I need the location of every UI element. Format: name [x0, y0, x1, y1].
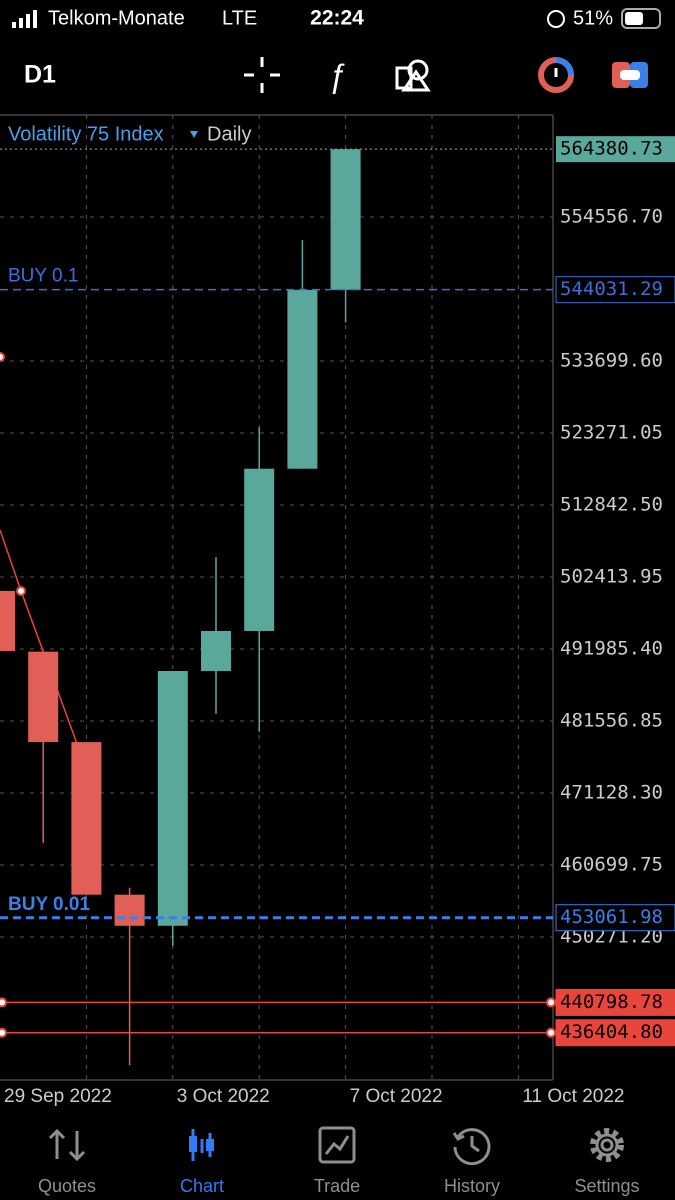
tab-label[interactable]: History — [444, 1176, 500, 1196]
price-line-name: BUY 0.01 — [8, 894, 90, 915]
candle-body — [244, 468, 275, 631]
tab[interactable] — [48, 1128, 86, 1162]
candle-body — [114, 894, 145, 926]
symbol-name[interactable]: Volatility 75 Index — [8, 123, 164, 145]
tab-label[interactable]: Trade — [314, 1176, 360, 1196]
trade-toggle-button[interactable] — [612, 62, 648, 88]
last-price-box — [556, 136, 675, 163]
candle-body — [157, 670, 188, 926]
carrier: Telkom-Monate — [48, 7, 185, 29]
lock-icon — [547, 10, 565, 28]
y-tick-label: 502413.95 — [560, 566, 663, 588]
tab-icon — [318, 1126, 356, 1164]
price-line-label: 453061.98 — [560, 906, 663, 928]
price-line-label: 440798.78 — [560, 991, 663, 1013]
candle-body — [28, 651, 59, 743]
symbol-dropdown[interactable] — [190, 131, 198, 138]
y-tick-label: 523271.05 — [560, 422, 663, 444]
battery-percent: 51% — [573, 7, 613, 29]
signal-icon — [12, 10, 37, 28]
tab-icon — [206, 1139, 214, 1151]
y-tick-label: 481556.85 — [560, 710, 663, 732]
tab-icon — [452, 1128, 491, 1166]
price-line-handle[interactable] — [0, 997, 7, 1008]
tab-icon — [595, 1133, 619, 1157]
crosshair-button[interactable] — [244, 57, 280, 93]
tab-icon — [324, 1135, 350, 1155]
indicator-point — [16, 586, 26, 596]
y-tick-label: 533699.60 — [560, 349, 663, 371]
price-line-box — [555, 904, 675, 932]
timeframe[interactable]: D1 — [24, 61, 56, 89]
candle-body — [0, 590, 15, 651]
price-line-handle[interactable] — [546, 997, 556, 1008]
y-tick-label: 554556.70 — [560, 205, 663, 227]
battery-level — [625, 12, 643, 25]
candle-body — [71, 742, 102, 895]
price-line-box — [555, 276, 675, 304]
tab[interactable] — [452, 1128, 491, 1166]
price-line-name: BUY 0.1 — [8, 266, 78, 287]
tab[interactable] — [189, 1129, 214, 1161]
tab-icon — [48, 1128, 86, 1162]
candle-body — [330, 149, 361, 290]
indicators-button[interactable]: ƒ — [328, 57, 346, 93]
candle-body — [287, 289, 318, 469]
tab-label[interactable]: Quotes — [38, 1176, 96, 1196]
candle-body — [201, 630, 231, 671]
y-tick-label: 460699.75 — [560, 854, 663, 876]
indicator-point — [0, 352, 5, 362]
tab-label[interactable]: Chart — [180, 1176, 224, 1196]
y-tick-label: 512842.50 — [560, 494, 663, 516]
price-line-label: 436404.80 — [560, 1021, 663, 1043]
battery-icon — [621, 8, 661, 29]
x-tick-label: 7 Oct 2022 — [350, 1086, 443, 1107]
objects-button[interactable] — [395, 59, 431, 92]
period-name: Daily — [207, 123, 251, 145]
price-line-label: 544031.29 — [560, 278, 663, 300]
price-line-handle[interactable] — [546, 1027, 556, 1038]
tab-icon — [600, 1138, 614, 1152]
tab-icon — [590, 1128, 624, 1162]
network: LTE — [222, 7, 257, 29]
clock: 22:24 — [310, 7, 364, 30]
x-tick-label: 3 Oct 2022 — [177, 1086, 270, 1107]
tab[interactable] — [318, 1126, 356, 1164]
tab[interactable] — [590, 1128, 624, 1162]
x-tick-label: 29 Sep 2022 — [4, 1086, 112, 1107]
price-line-handle[interactable] — [0, 1027, 7, 1038]
price-line-box — [555, 1019, 675, 1047]
tab-icon — [189, 1136, 197, 1152]
x-tick-label: 11 Oct 2022 — [522, 1086, 624, 1107]
y-tick-label: 491985.40 — [560, 638, 663, 660]
y-tick-label: 471128.30 — [560, 782, 663, 804]
price-line-box — [555, 988, 675, 1016]
last-price-label: 564380.73 — [560, 138, 663, 160]
account-button[interactable] — [538, 57, 574, 93]
tab-label[interactable]: Settings — [574, 1176, 639, 1196]
